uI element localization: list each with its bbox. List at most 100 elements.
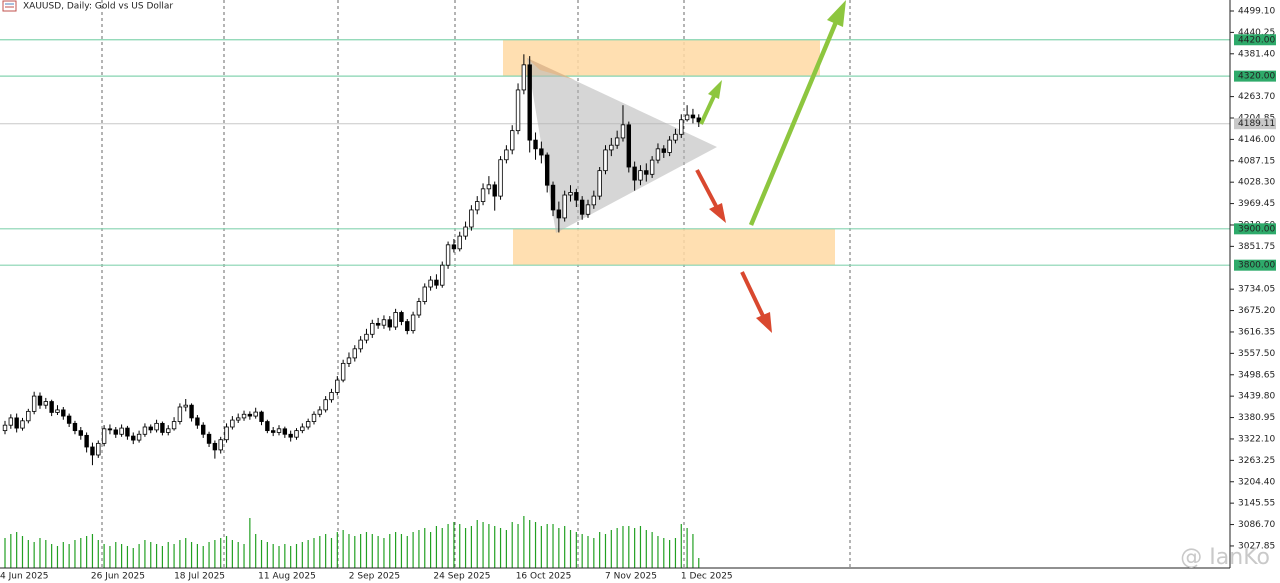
y-tick-label: 4263.70: [1238, 92, 1275, 102]
y-tick-label: 3851.75: [1238, 242, 1275, 252]
y-tick-label: 4028.30: [1238, 178, 1275, 188]
candle-body: [78, 430, 83, 436]
candle-body: [644, 170, 649, 175]
candle-body: [2, 424, 8, 432]
level-label-box: [1234, 34, 1276, 46]
candle-body: [14, 417, 19, 429]
volume-bars: [4, 516, 700, 568]
candle-body: [457, 235, 462, 250]
candle-body: [265, 421, 270, 432]
candle-body: [340, 362, 346, 381]
candle-body: [171, 421, 177, 430]
candle-body: [498, 159, 503, 197]
y-tick-label: 3027.85: [1238, 541, 1275, 551]
candle-body: [422, 286, 427, 302]
candle-body: [26, 410, 31, 422]
candle-body: [405, 321, 410, 332]
y-tick-label: 4499.10: [1238, 6, 1275, 16]
level-label: 4420.00: [1238, 35, 1275, 45]
candle-body: [410, 314, 416, 332]
candle-body: [119, 427, 124, 435]
triangle-pattern: [527, 58, 717, 233]
candle-body: [37, 395, 43, 406]
candle-body: [241, 413, 247, 419]
candle-body: [492, 184, 497, 197]
y-tick-label: 4381.40: [1238, 49, 1275, 59]
level-label: 3800.00: [1238, 261, 1275, 271]
level-label-box: [1234, 70, 1276, 82]
arrow-down: [695, 169, 718, 207]
candle-body: [451, 244, 457, 250]
arrows: [695, 0, 846, 333]
level-label: 4320.00: [1238, 72, 1275, 82]
candle-body: [416, 301, 422, 316]
candle-body: [667, 139, 672, 153]
candle-body: [626, 124, 632, 168]
candle-body: [638, 170, 643, 181]
candle-body: [486, 184, 492, 190]
candle-body: [55, 409, 60, 413]
candle-body: [166, 428, 171, 433]
candle-body: [270, 430, 276, 433]
candle-body: [113, 429, 118, 435]
arrow-down: [740, 271, 765, 317]
candle-body: [649, 159, 655, 175]
candle-body: [504, 149, 509, 161]
y-tick-label: 3439.80: [1238, 392, 1275, 402]
y-tick-label: 3145.55: [1238, 499, 1275, 509]
candle-body: [323, 399, 328, 411]
candle-body: [154, 422, 159, 431]
candle-body: [253, 411, 258, 417]
candle-body: [609, 144, 614, 151]
arrow-head: [827, 0, 846, 27]
candle-body: [556, 209, 562, 219]
candle-body: [620, 124, 626, 139]
level-label-box: [1234, 259, 1276, 271]
candle-body: [43, 401, 49, 406]
candle-body: [469, 209, 474, 228]
candle-body: [568, 192, 573, 196]
candle-body: [387, 319, 392, 328]
candle-body: [136, 433, 142, 441]
candle-body: [352, 348, 357, 359]
y-tick-label: 3969.45: [1238, 199, 1275, 209]
arrow-head: [756, 312, 772, 333]
candle-body: [212, 442, 218, 451]
candle-body: [288, 433, 293, 438]
candle-body: [131, 435, 136, 441]
candle-body: [311, 413, 317, 422]
candle-body: [8, 417, 14, 426]
candle-body: [66, 415, 72, 424]
symbol-icon: [2, 0, 17, 12]
candle-body: [358, 339, 363, 350]
arrow-up-small: [699, 95, 716, 125]
y-tick-label: 3204.40: [1238, 477, 1275, 487]
candle-body: [160, 422, 165, 433]
candle-body: [189, 404, 194, 419]
candle-body: [317, 409, 323, 415]
candle-body: [364, 333, 369, 341]
candle-body: [195, 417, 200, 426]
arrow-up-large: [748, 21, 839, 226]
candle-body: [673, 133, 678, 141]
candle-body: [661, 148, 666, 153]
y-tick-label: 3322.10: [1238, 434, 1275, 444]
x-tick-label: 11 Aug 2025: [258, 572, 316, 582]
candle-body: [679, 119, 684, 135]
candle-body: [381, 319, 387, 326]
arrow-head: [709, 203, 726, 223]
candle-body: [235, 417, 241, 421]
y-tick-label: 3557.50: [1238, 349, 1275, 359]
candle-body: [49, 401, 54, 413]
candle-body: [90, 446, 95, 456]
candle-body: [510, 130, 515, 151]
level-label-box: [1234, 223, 1276, 235]
price-axis-bg: [1230, 0, 1280, 583]
candle-body: [31, 395, 37, 412]
candle-body: [463, 226, 468, 237]
candle-body: [230, 419, 235, 428]
